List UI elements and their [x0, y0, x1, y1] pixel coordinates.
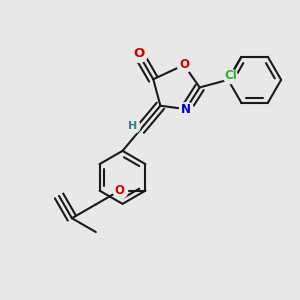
Text: N: N [181, 103, 191, 116]
Text: H: H [128, 121, 137, 131]
Text: O: O [179, 58, 189, 71]
Text: O: O [133, 47, 144, 60]
Text: O: O [115, 184, 125, 197]
Text: Cl: Cl [224, 70, 237, 83]
